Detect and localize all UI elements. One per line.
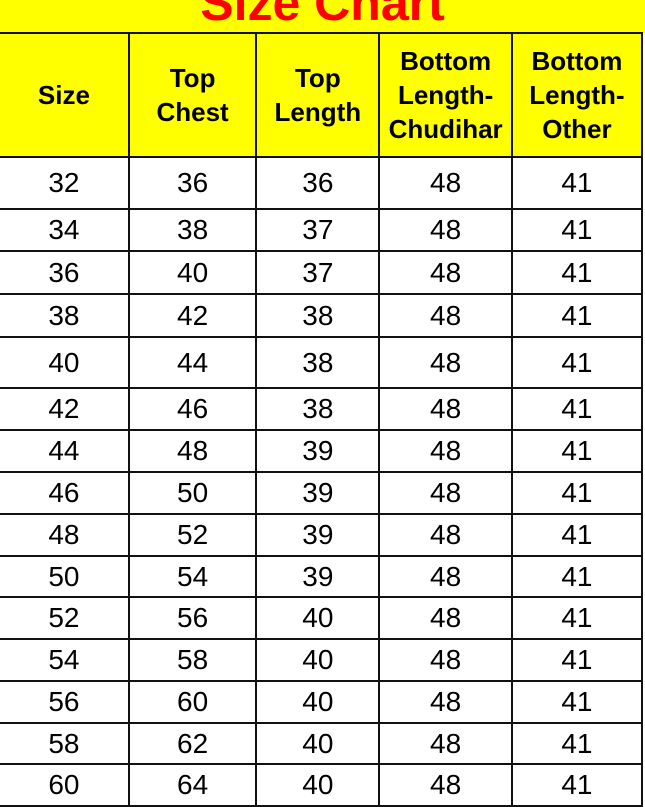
table-row: 46 50 39 48 41 (0, 471, 644, 515)
cell-bottom-length-other: 41 (510, 638, 644, 682)
cell-size: 60 (0, 763, 130, 807)
cell-bottom-length-other: 41 (510, 208, 644, 252)
cell-top-length: 40 (255, 596, 381, 640)
cell-size: 44 (0, 429, 130, 473)
table-row: 34 38 37 48 41 (0, 208, 644, 252)
cell-size: 40 (0, 336, 130, 389)
cell-size: 42 (0, 387, 130, 431)
cell-bottom-length-other: 41 (510, 293, 644, 338)
cell-bottom-length-chudihar: 48 (378, 722, 513, 765)
cell-top-chest: 60 (127, 680, 258, 724)
cell-top-chest: 52 (127, 513, 258, 557)
table-row: 58 62 40 48 41 (0, 722, 644, 765)
table-row: 48 52 39 48 41 (0, 513, 644, 557)
cell-bottom-length-chudihar: 48 (378, 471, 513, 515)
cell-top-length: 38 (255, 336, 381, 389)
header-top-chest: Top Chest (127, 32, 258, 158)
cell-bottom-length-other: 41 (510, 471, 644, 515)
cell-size: 58 (0, 722, 130, 765)
cell-size: 52 (0, 596, 130, 640)
cell-bottom-length-chudihar: 48 (378, 638, 513, 682)
cell-top-chest: 58 (127, 638, 258, 682)
cell-bottom-length-other: 41 (510, 555, 644, 598)
cell-top-length: 38 (255, 293, 381, 338)
cell-size: 32 (0, 156, 130, 210)
cell-top-chest: 44 (127, 336, 258, 389)
cell-bottom-length-chudihar: 48 (378, 555, 513, 598)
header-size: Size (0, 32, 130, 158)
cell-size: 48 (0, 513, 130, 557)
table-row: 54 58 40 48 41 (0, 638, 644, 682)
table-row: 60 64 40 48 41 (0, 763, 644, 807)
cell-top-length: 40 (255, 638, 381, 682)
cell-bottom-length-chudihar: 48 (378, 336, 513, 389)
table-row: 50 54 39 48 41 (0, 555, 644, 598)
cell-bottom-length-other: 41 (510, 429, 644, 473)
cell-bottom-length-chudihar: 48 (378, 208, 513, 252)
cell-top-chest: 40 (127, 250, 258, 295)
cell-top-chest: 56 (127, 596, 258, 640)
table-row: 52 56 40 48 41 (0, 596, 644, 640)
header-bottom-length-chudihar: Bottom Length- Chudihar (378, 32, 513, 158)
page-title: Size Chart (200, 0, 445, 31)
header-row: Size Top Chest Top Length Bottom Length- Ch… (0, 32, 644, 158)
cell-size: 34 (0, 208, 130, 252)
cell-size: 38 (0, 293, 130, 338)
cell-top-length: 40 (255, 763, 381, 807)
cell-bottom-length-chudihar: 48 (378, 763, 513, 807)
cell-bottom-length-chudihar: 48 (378, 680, 513, 724)
cell-top-chest: 48 (127, 429, 258, 473)
cell-top-length: 37 (255, 208, 381, 252)
cell-bottom-length-other: 41 (510, 722, 644, 765)
size-chart-table: Size Top Chest Top Length Bottom Length- Ch… (0, 32, 644, 807)
table-row: 56 60 40 48 41 (0, 680, 644, 724)
cell-bottom-length-other: 41 (510, 387, 644, 431)
table-row: 40 44 38 48 41 (0, 336, 644, 389)
table-row: 42 46 38 48 41 (0, 387, 644, 431)
cell-bottom-length-chudihar: 48 (378, 293, 513, 338)
cell-size: 54 (0, 638, 130, 682)
cell-top-length: 37 (255, 250, 381, 295)
cell-bottom-length-other: 41 (510, 156, 644, 210)
cell-top-chest: 46 (127, 387, 258, 431)
cell-top-length: 39 (255, 471, 381, 515)
header-bottom-length-other: Bottom Length- Other (510, 32, 644, 158)
cell-bottom-length-other: 41 (510, 763, 644, 807)
cell-bottom-length-chudihar: 48 (378, 596, 513, 640)
cell-top-chest: 38 (127, 208, 258, 252)
cell-bottom-length-other: 41 (510, 250, 644, 295)
cell-size: 50 (0, 555, 130, 598)
header-top-length: Top Length (255, 32, 381, 158)
cell-bottom-length-chudihar: 48 (378, 156, 513, 210)
cell-top-length: 39 (255, 513, 381, 557)
cell-top-length: 39 (255, 555, 381, 598)
title-band: Size Chart (0, 0, 645, 33)
cell-top-length: 40 (255, 680, 381, 724)
cell-bottom-length-chudihar: 48 (378, 387, 513, 431)
cell-bottom-length-chudihar: 48 (378, 513, 513, 557)
cell-size: 46 (0, 471, 130, 515)
cell-top-chest: 36 (127, 156, 258, 210)
cell-bottom-length-other: 41 (510, 596, 644, 640)
cell-bottom-length-other: 41 (510, 336, 644, 389)
table-row: 38 42 38 48 41 (0, 293, 644, 338)
cell-top-chest: 62 (127, 722, 258, 765)
cell-bottom-length-other: 41 (510, 513, 644, 557)
cell-top-chest: 64 (127, 763, 258, 807)
cell-top-chest: 50 (127, 471, 258, 515)
cell-top-length: 39 (255, 429, 381, 473)
cell-top-length: 36 (255, 156, 381, 210)
cell-bottom-length-chudihar: 48 (378, 429, 513, 473)
cell-size: 36 (0, 250, 130, 295)
table-row: 32 36 36 48 41 (0, 156, 644, 210)
cell-top-length: 40 (255, 722, 381, 765)
cell-bottom-length-other: 41 (510, 680, 644, 724)
cell-top-chest: 54 (127, 555, 258, 598)
cell-bottom-length-chudihar: 48 (378, 250, 513, 295)
cell-top-chest: 42 (127, 293, 258, 338)
cell-size: 56 (0, 680, 130, 724)
table-row: 44 48 39 48 41 (0, 429, 644, 473)
cell-top-length: 38 (255, 387, 381, 431)
table-row: 36 40 37 48 41 (0, 250, 644, 295)
